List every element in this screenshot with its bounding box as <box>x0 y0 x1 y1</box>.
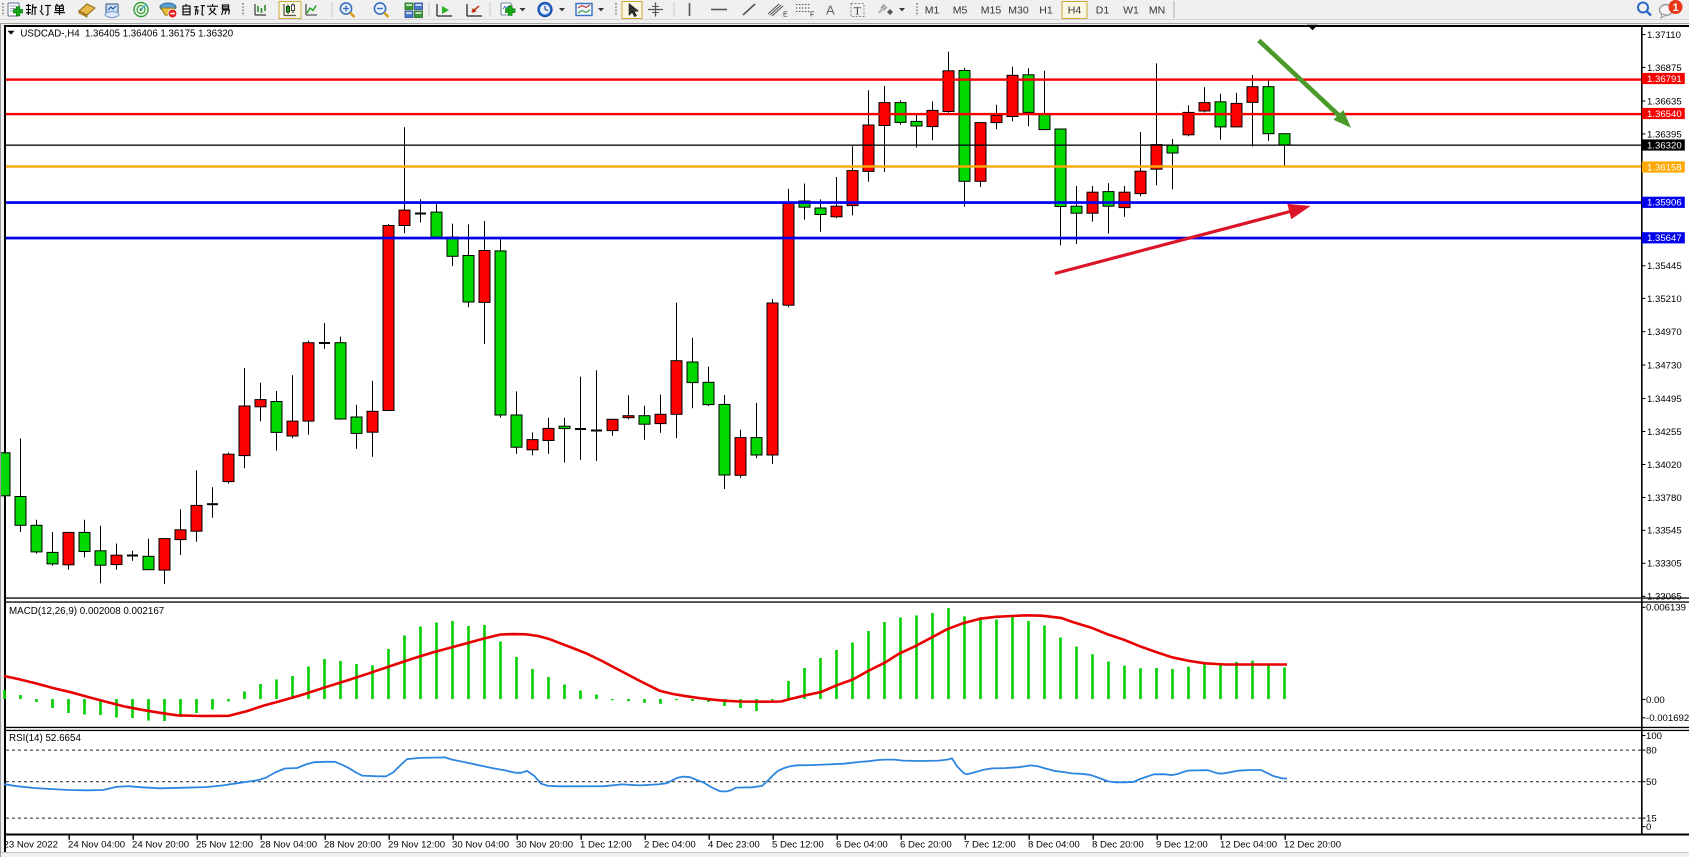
svg-text:1.36875: 1.36875 <box>1647 63 1682 74</box>
svg-text:30 Nov 04:00: 30 Nov 04:00 <box>452 840 509 851</box>
svg-text:0.00: 0.00 <box>1646 695 1665 706</box>
svg-text:28 Nov 04:00: 28 Nov 04:00 <box>260 840 317 851</box>
svg-text:1.33065: 1.33065 <box>1647 592 1682 603</box>
svg-text:5 Dec 12:00: 5 Dec 12:00 <box>772 840 824 851</box>
svg-text:F: F <box>810 12 814 19</box>
svg-text:12 Dec 20:00: 12 Dec 20:00 <box>1284 840 1341 851</box>
svg-text:15: 15 <box>1646 814 1657 825</box>
svg-text:25 Nov 12:00: 25 Nov 12:00 <box>196 840 253 851</box>
svg-text:1.34255: 1.34255 <box>1647 427 1682 438</box>
svg-text:MN: MN <box>1149 5 1165 17</box>
svg-text:RSI(14) 52.6654: RSI(14) 52.6654 <box>9 733 81 744</box>
svg-text:W1: W1 <box>1123 5 1139 17</box>
svg-text:1.34730: 1.34730 <box>1647 360 1682 371</box>
svg-text:80: 80 <box>1646 746 1657 757</box>
svg-text:23 Nov 2022: 23 Nov 2022 <box>4 840 58 851</box>
svg-text:USDCAD-,H4 1.36405 1.36406 1.: USDCAD-,H4 1.36405 1.36406 1.36175 1.363… <box>20 29 233 40</box>
svg-text:9 Dec 12:00: 9 Dec 12:00 <box>1156 840 1208 851</box>
svg-text:1.36635: 1.36635 <box>1647 96 1682 107</box>
svg-text:1.36395: 1.36395 <box>1647 129 1682 140</box>
svg-text:8 Dec 20:00: 8 Dec 20:00 <box>1092 840 1144 851</box>
svg-text:M1: M1 <box>925 5 940 17</box>
svg-text:24 Nov 04:00: 24 Nov 04:00 <box>68 840 125 851</box>
svg-text:1.37110: 1.37110 <box>1647 30 1681 41</box>
svg-text:29 Nov 12:00: 29 Nov 12:00 <box>388 840 445 851</box>
svg-text:50: 50 <box>1646 777 1657 788</box>
svg-text:1 Dec 12:00: 1 Dec 12:00 <box>580 840 632 851</box>
svg-text:12 Dec 04:00: 12 Dec 04:00 <box>1220 840 1277 851</box>
svg-text:0.006139: 0.006139 <box>1646 603 1686 614</box>
svg-text:1.34495: 1.34495 <box>1647 394 1682 405</box>
svg-text:1.33545: 1.33545 <box>1647 526 1682 537</box>
svg-text:H1: H1 <box>1039 5 1053 17</box>
svg-text:1.33305: 1.33305 <box>1647 559 1682 570</box>
svg-text:1.33780: 1.33780 <box>1647 493 1682 504</box>
svg-text:4 Dec 23:00: 4 Dec 23:00 <box>708 840 760 851</box>
svg-text:2 Dec 04:00: 2 Dec 04:00 <box>644 840 696 851</box>
svg-text:7 Dec 12:00: 7 Dec 12:00 <box>964 840 1016 851</box>
svg-text:1.34970: 1.34970 <box>1647 327 1682 338</box>
svg-text:1: 1 <box>1672 2 1678 14</box>
svg-text:H4: H4 <box>1068 5 1082 17</box>
svg-text:M15: M15 <box>981 5 1002 17</box>
svg-text:1.35647: 1.35647 <box>1647 233 1682 244</box>
svg-text:6 Dec 04:00: 6 Dec 04:00 <box>836 840 888 851</box>
svg-text:6 Dec 20:00: 6 Dec 20:00 <box>900 840 952 851</box>
svg-text:1.36158: 1.36158 <box>1647 162 1682 173</box>
svg-text:-0.001692: -0.001692 <box>1646 713 1689 724</box>
svg-text:28 Nov 20:00: 28 Nov 20:00 <box>324 840 381 851</box>
svg-text:1.35906: 1.35906 <box>1647 198 1682 209</box>
svg-text:1.36791: 1.36791 <box>1647 74 1682 85</box>
svg-text:M30: M30 <box>1008 5 1029 17</box>
svg-text:0: 0 <box>1646 822 1651 833</box>
svg-text:1.35445: 1.35445 <box>1647 261 1682 272</box>
svg-text:24 Nov 20:00: 24 Nov 20:00 <box>132 840 189 851</box>
svg-text:A: A <box>826 3 835 18</box>
svg-text:100: 100 <box>1646 731 1662 742</box>
svg-text:M5: M5 <box>953 5 968 17</box>
svg-text:E: E <box>783 12 788 19</box>
svg-text:1.36320: 1.36320 <box>1647 140 1682 151</box>
svg-text:1.35210: 1.35210 <box>1647 294 1682 305</box>
svg-text:1.36540: 1.36540 <box>1647 109 1682 120</box>
svg-text:MACD(12,26,9) 0.002008 0.00216: MACD(12,26,9) 0.002008 0.002167 <box>9 606 164 617</box>
svg-text:8 Dec 04:00: 8 Dec 04:00 <box>1028 840 1080 851</box>
svg-text:1.34020: 1.34020 <box>1647 460 1682 471</box>
svg-text:D1: D1 <box>1096 5 1110 17</box>
svg-text:T: T <box>854 3 862 17</box>
svg-text:30 Nov 20:00: 30 Nov 20:00 <box>516 840 573 851</box>
